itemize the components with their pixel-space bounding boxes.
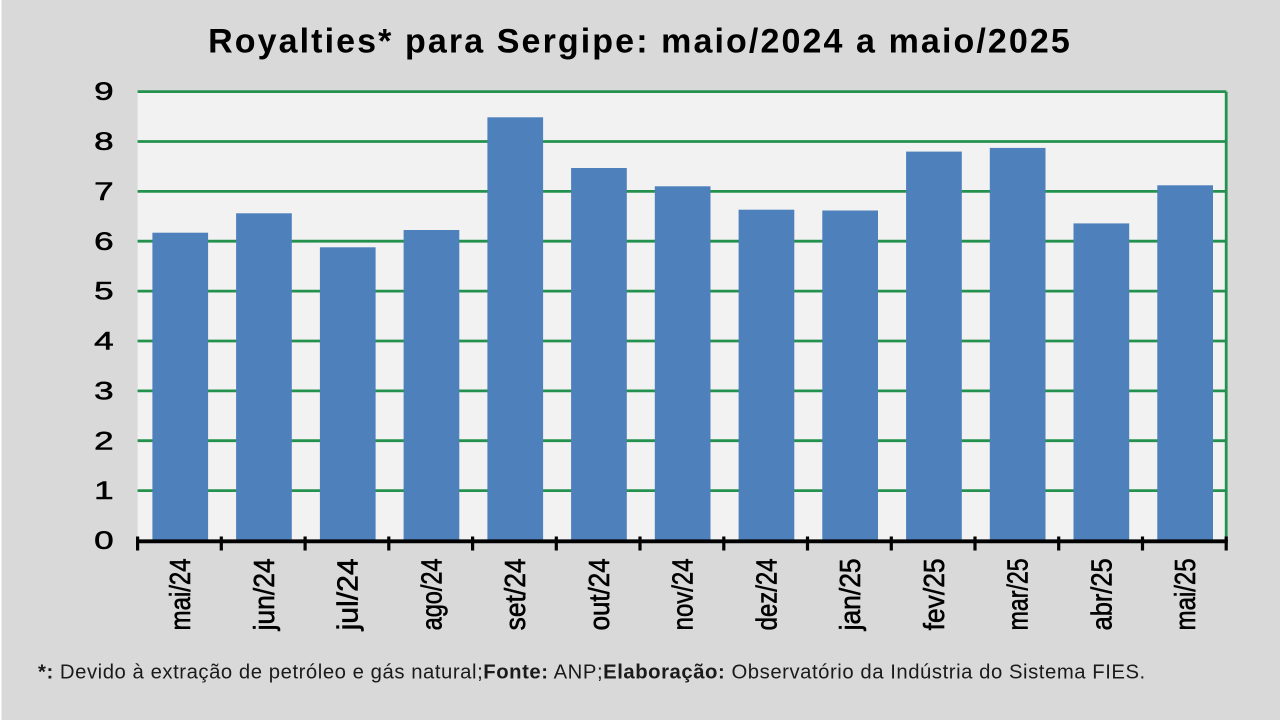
svg-text:set/24: set/24: [499, 558, 532, 630]
svg-text:ago/24: ago/24: [415, 558, 448, 630]
svg-text:7: 7: [94, 178, 114, 206]
svg-text:1: 1: [94, 477, 114, 505]
svg-text:jun/24: jun/24: [248, 558, 281, 631]
svg-text:Royalties* para Sergipe: maio/: Royalties* para Sergipe: maio/2024 a mai…: [208, 23, 1072, 61]
svg-text:mai/25: mai/25: [1169, 558, 1202, 630]
svg-text:4: 4: [94, 328, 114, 356]
svg-text:abr/25: abr/25: [1085, 558, 1118, 630]
svg-text:out/24: out/24: [583, 558, 616, 630]
svg-text:jan/25: jan/25: [834, 558, 867, 631]
svg-text:6: 6: [94, 228, 114, 256]
svg-text:3: 3: [94, 378, 114, 406]
svg-text:fev/25: fev/25: [918, 558, 951, 630]
svg-text:mar/25: mar/25: [1001, 558, 1034, 630]
svg-text:9: 9: [94, 78, 114, 106]
svg-text:2: 2: [94, 427, 114, 455]
svg-text:0: 0: [94, 527, 114, 555]
svg-text:dez/24: dez/24: [750, 558, 783, 630]
svg-text:*: Devido à extração de petról: *: Devido à extração de petróleo e gás n…: [38, 662, 1146, 684]
svg-text:jul/24: jul/24: [331, 558, 364, 631]
svg-text:5: 5: [94, 278, 114, 306]
svg-text:mai/24: mai/24: [164, 558, 197, 630]
svg-text:nov/24: nov/24: [666, 558, 699, 630]
svg-text:8: 8: [94, 128, 114, 156]
